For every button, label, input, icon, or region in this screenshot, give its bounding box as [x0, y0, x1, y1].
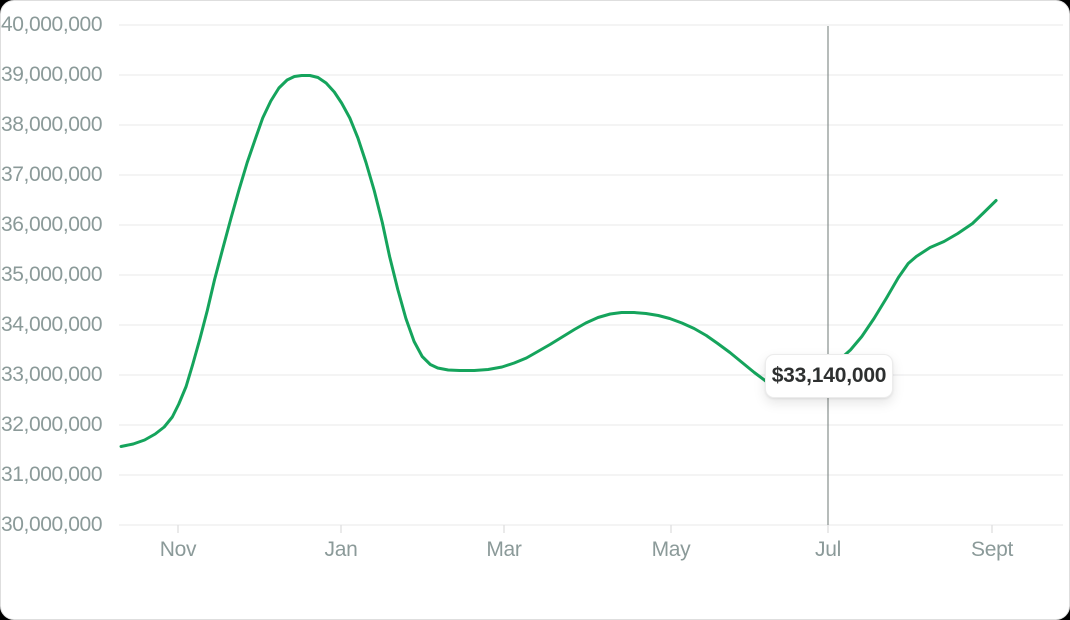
tooltip-value-text: $33,140,000	[771, 364, 887, 387]
y-axis-tick-label: 37,000,000	[1, 163, 103, 186]
value-tooltip: $33,140,000	[765, 354, 893, 398]
y-axis-tick-label: 31,000,000	[1, 463, 103, 486]
x-axis-tick-label: Sept	[971, 538, 1013, 561]
x-axis-tick-label: Mar	[486, 538, 522, 561]
y-axis-tick-label: 36,000,000	[1, 213, 103, 236]
x-axis-tick-label: May	[651, 538, 691, 561]
y-axis-tick-label: 34,000,000	[1, 313, 103, 336]
x-axis-tick-label: Jul	[815, 538, 841, 561]
x-axis-tick-label: Nov	[159, 538, 197, 561]
y-axis-tick-label: 35,000,000	[1, 263, 103, 286]
y-axis-tick-label: 40,000,000	[1, 13, 103, 36]
y-axis-tick-label: 33,000,000	[1, 363, 103, 386]
y-axis-tick-label: 32,000,000	[1, 413, 103, 436]
y-axis-tick-label: 38,000,000	[1, 113, 103, 136]
y-axis-tick-label: 39,000,000	[1, 63, 103, 86]
x-axis-tick-label: Jan	[324, 538, 358, 561]
y-axis-tick-label: 30,000,000	[1, 513, 103, 536]
